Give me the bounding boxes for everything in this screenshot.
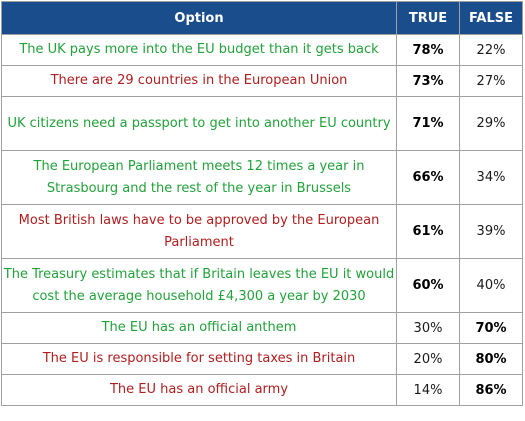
option-cell: The European Parliament meets 12 times a… — [1, 150, 397, 205]
table-row: There are 29 countries in the European U… — [1, 65, 523, 97]
option-cell: There are 29 countries in the European U… — [1, 65, 397, 97]
true-percent-cell: 30% — [396, 312, 460, 344]
false-percent-cell: 29% — [459, 96, 523, 151]
false-percent-cell: 70% — [459, 312, 523, 344]
true-percent-cell: 14% — [396, 374, 460, 406]
true-percent-cell: 73% — [396, 65, 460, 97]
false-percent-cell: 86% — [459, 374, 523, 406]
poll-results-table: Option TRUE FALSE The UK pays more into … — [1, 1, 523, 406]
false-column-header: FALSE — [459, 1, 523, 35]
true-percent-cell: 20% — [396, 343, 460, 375]
option-cell: The Treasury estimates that if Britain l… — [1, 258, 397, 313]
false-percent-cell: 39% — [459, 204, 523, 259]
true-percent-cell: 78% — [396, 34, 460, 66]
table-row: Most British laws have to be approved by… — [1, 204, 523, 259]
option-column-header: Option — [1, 1, 397, 35]
true-percent-cell: 61% — [396, 204, 460, 259]
option-cell: The EU is responsible for setting taxes … — [1, 343, 397, 375]
false-percent-cell: 40% — [459, 258, 523, 313]
table-row: The EU has an official anthem 30% 70% — [1, 312, 523, 344]
false-percent-cell: 34% — [459, 150, 523, 205]
table-row: The EU is responsible for setting taxes … — [1, 343, 523, 375]
option-cell: The EU has an official army — [1, 374, 397, 406]
option-cell: UK citizens need a passport to get into … — [1, 96, 397, 151]
table-row: UK citizens need a passport to get into … — [1, 96, 523, 151]
table-row: The Treasury estimates that if Britain l… — [1, 258, 523, 313]
false-percent-cell: 22% — [459, 34, 523, 66]
table-row: The European Parliament meets 12 times a… — [1, 150, 523, 205]
false-percent-cell: 80% — [459, 343, 523, 375]
table-header-row: Option TRUE FALSE — [1, 1, 523, 35]
option-cell: The EU has an official anthem — [1, 312, 397, 344]
option-cell: The UK pays more into the EU budget than… — [1, 34, 397, 66]
option-cell: Most British laws have to be approved by… — [1, 204, 397, 259]
true-column-header: TRUE — [396, 1, 460, 35]
true-percent-cell: 60% — [396, 258, 460, 313]
table-row: The EU has an official army 14% 86% — [1, 374, 523, 406]
true-percent-cell: 71% — [396, 96, 460, 151]
false-percent-cell: 27% — [459, 65, 523, 97]
table-row: The UK pays more into the EU budget than… — [1, 34, 523, 66]
true-percent-cell: 66% — [396, 150, 460, 205]
